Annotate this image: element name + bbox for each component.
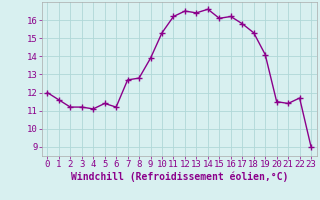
X-axis label: Windchill (Refroidissement éolien,°C): Windchill (Refroidissement éolien,°C): [70, 172, 288, 182]
